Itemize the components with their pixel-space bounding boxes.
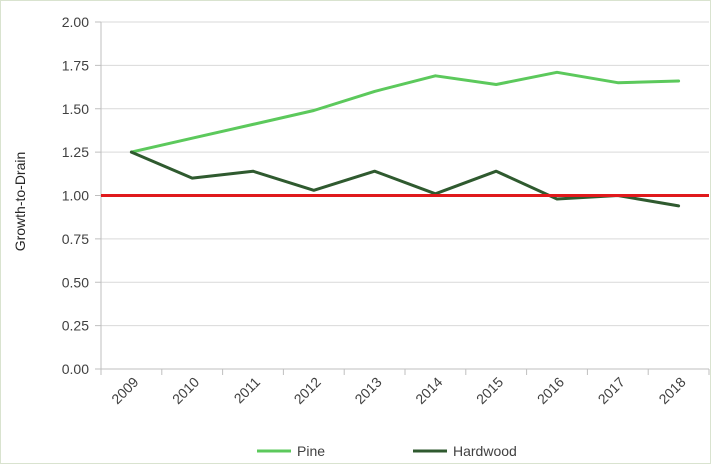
- y-axis-title: Growth-to-Drain: [12, 152, 28, 252]
- x-tick-label: 2009: [108, 374, 141, 407]
- series-line-pine: [129, 70, 681, 154]
- x-tick-label: 2014: [412, 374, 445, 407]
- x-tick-label: 2015: [473, 374, 506, 407]
- legend-label-hardwood: Hardwood: [453, 443, 517, 459]
- x-tick-label: 2011: [231, 374, 264, 407]
- x-tick-label: 2013: [351, 374, 384, 407]
- x-tick-label: 2016: [534, 374, 567, 407]
- x-axis-ticks: 2009 2010 2011 2012 2013 2014 2015 2016 2017 2018: [100, 369, 710, 407]
- legend: Pine Hardwood: [257, 443, 517, 459]
- y-tick-label: 0.50: [62, 274, 89, 290]
- series-lines: [129, 70, 681, 208]
- x-tick-label: 2012: [291, 374, 324, 407]
- x-tick-label: 2010: [169, 374, 202, 407]
- y-tick-label: 0.75: [62, 231, 89, 247]
- series-line-hardwood: [129, 150, 681, 208]
- y-tick-label: 1.25: [62, 144, 89, 160]
- x-tick-label: 2017: [595, 374, 628, 407]
- y-tick-label: 1.00: [62, 188, 89, 204]
- x-tick-label: 2018: [655, 374, 688, 407]
- y-tick-label: 1.50: [62, 101, 89, 117]
- y-tick-label: 0.00: [62, 361, 89, 377]
- y-axis-ticks: 0.00 0.25 0.50 0.75 1.00 1.25 1.50 1.75 2.00: [62, 14, 101, 377]
- y-tick-label: 1.75: [62, 57, 89, 73]
- y-tick-label: 0.25: [62, 318, 89, 334]
- y-tick-label: 2.00: [62, 14, 89, 30]
- legend-label-pine: Pine: [297, 443, 325, 459]
